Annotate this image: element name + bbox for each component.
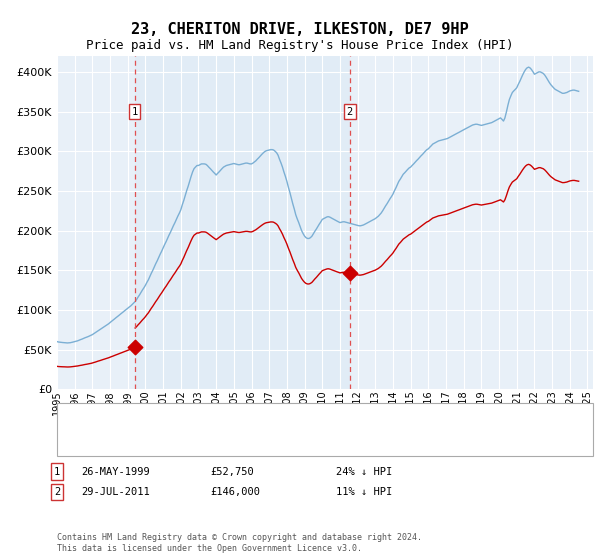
Point xyxy=(130,343,139,352)
Text: 2: 2 xyxy=(54,487,60,497)
Text: 11% ↓ HPI: 11% ↓ HPI xyxy=(336,487,392,497)
Text: 29-JUL-2011: 29-JUL-2011 xyxy=(81,487,150,497)
Text: 26-MAY-1999: 26-MAY-1999 xyxy=(81,466,150,477)
Text: HPI: Average price, detached house, Erewash: HPI: Average price, detached house, Erew… xyxy=(117,436,370,446)
Text: £146,000: £146,000 xyxy=(210,487,260,497)
Text: 23, CHERITON DRIVE, ILKESTON, DE7 9HP (detached house): 23, CHERITON DRIVE, ILKESTON, DE7 9HP (d… xyxy=(117,413,434,423)
Text: 1: 1 xyxy=(131,106,138,116)
Text: £52,750: £52,750 xyxy=(210,466,254,477)
Text: 24% ↓ HPI: 24% ↓ HPI xyxy=(336,466,392,477)
Text: 23, CHERITON DRIVE, ILKESTON, DE7 9HP: 23, CHERITON DRIVE, ILKESTON, DE7 9HP xyxy=(131,22,469,38)
Text: Contains HM Land Registry data © Crown copyright and database right 2024.
This d: Contains HM Land Registry data © Crown c… xyxy=(57,533,422,553)
Text: 1: 1 xyxy=(54,466,60,477)
Point xyxy=(345,269,355,278)
Bar xyxy=(134,56,350,389)
Text: 2: 2 xyxy=(347,106,353,116)
Text: Price paid vs. HM Land Registry's House Price Index (HPI): Price paid vs. HM Land Registry's House … xyxy=(86,39,514,52)
